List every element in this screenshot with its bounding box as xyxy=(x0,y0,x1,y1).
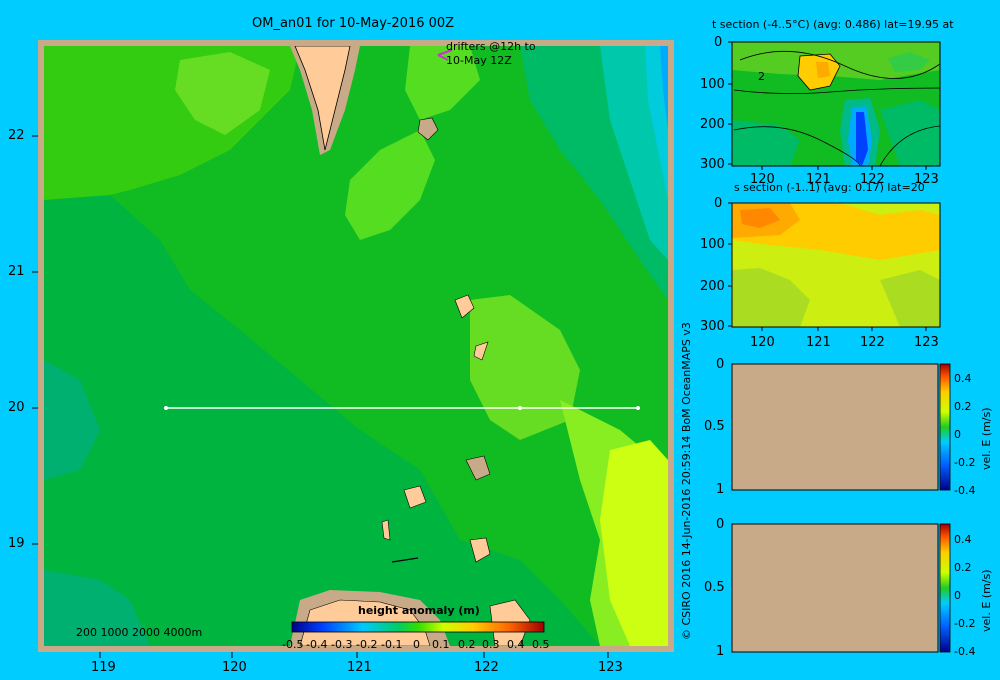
map-x-tick: 122 xyxy=(474,660,499,675)
vel2-y-tick: 0 xyxy=(716,517,725,532)
map-title: OM_an01 for 10-May-2016 00Z xyxy=(252,16,455,31)
map-x-tick: 119 xyxy=(91,660,116,675)
map-x-tick: 123 xyxy=(598,660,623,675)
cb-tick: -0.1 xyxy=(381,638,403,651)
s-y-tick: 300 xyxy=(700,319,725,334)
vel1-y-tick: 1 xyxy=(716,482,725,497)
credit-text: © CSIRO 2016 14-Jun-2016 20:59:14 BoM Oc… xyxy=(680,322,693,640)
t-y-tick: 300 xyxy=(700,157,725,172)
s-x-tick: 123 xyxy=(914,335,939,350)
s-y-tick: 0 xyxy=(714,196,723,211)
vel2-cb-tick: 0.2 xyxy=(954,561,972,574)
map-x-tick: 121 xyxy=(347,660,372,675)
t-x-tick: 120 xyxy=(750,172,775,187)
t-x-tick: 121 xyxy=(806,172,831,187)
t-y-tick: 200 xyxy=(700,117,725,132)
vel-colorbar-2 xyxy=(939,523,951,653)
s-x-tick: 121 xyxy=(806,335,831,350)
section-end-marker xyxy=(636,406,640,410)
map-axis-ticks xyxy=(32,135,609,658)
t-contour-label: 2 xyxy=(758,70,765,83)
cb-tick: 0.3 xyxy=(482,638,500,651)
t-y-tick: 0 xyxy=(714,35,723,50)
vel1-cb-tick: 0.4 xyxy=(954,372,972,385)
map-y-tick: 22 xyxy=(8,128,25,143)
t-x-tick: 122 xyxy=(860,172,885,187)
vel1-y-tick: 0.5 xyxy=(704,419,725,434)
colorbar-title: height anomaly (m) xyxy=(358,604,480,617)
vel1-cb-tick: -0.2 xyxy=(954,456,976,469)
vel1-y-tick: 0 xyxy=(716,357,725,372)
vel1-cb-tick: 0 xyxy=(954,428,961,441)
vel2-cb-tick: -0.2 xyxy=(954,617,976,630)
s-y-tick: 200 xyxy=(700,279,725,294)
map-y-tick: 20 xyxy=(8,400,25,415)
cb-tick: 0.2 xyxy=(458,638,476,651)
s-section-title: s section (-1..1) (avg: 0.17) lat=20 xyxy=(734,181,925,194)
cb-tick: 0 xyxy=(413,638,420,651)
cb-tick: 0.1 xyxy=(432,638,450,651)
t-y-tick: 100 xyxy=(700,77,725,92)
vel2-cb-label: vel. E (m/s) xyxy=(980,569,993,632)
s-x-tick: 122 xyxy=(860,335,885,350)
vel2-y-tick: 0.5 xyxy=(704,580,725,595)
drifters-note-1: drifters @12h to xyxy=(446,40,536,53)
vel-panel-2-plot xyxy=(731,523,939,653)
cb-tick: -0.2 xyxy=(356,638,378,651)
vel1-cb-tick: 0.2 xyxy=(954,400,972,413)
vel2-cb-tick: 0.4 xyxy=(954,533,972,546)
t-x-tick: 123 xyxy=(914,172,939,187)
height-colorbar xyxy=(291,621,545,633)
vel-panel-1-plot xyxy=(731,363,939,491)
vel-colorbar-1 xyxy=(939,363,951,491)
cb-tick: -0.5 xyxy=(282,638,304,651)
vel1-cb-tick: -0.4 xyxy=(954,484,976,497)
t-section-title: t section (-4..5°C) (avg: 0.486) lat=19.… xyxy=(712,18,954,31)
vel2-cb-tick: 0 xyxy=(954,589,961,602)
section-start-marker xyxy=(164,406,168,410)
s-y-tick: 100 xyxy=(700,237,725,252)
map-y-tick: 19 xyxy=(8,536,25,551)
depth-legend: 200 1000 2000 4000m xyxy=(76,626,203,639)
s-x-tick: 120 xyxy=(750,335,775,350)
map-y-tick: 21 xyxy=(8,264,25,279)
section-mid-marker xyxy=(518,406,522,410)
map-x-tick: 120 xyxy=(222,660,247,675)
cb-tick: 0.4 xyxy=(507,638,525,651)
cb-tick: -0.3 xyxy=(331,638,353,651)
height-anomaly-field xyxy=(44,46,668,646)
cb-tick: 0.5 xyxy=(532,638,550,651)
vel2-y-tick: 1 xyxy=(716,644,725,659)
vel2-cb-tick: -0.4 xyxy=(954,645,976,658)
drifters-note-2: 10-May 12Z xyxy=(446,54,512,67)
cb-tick: -0.4 xyxy=(306,638,328,651)
vel1-cb-label: vel. E (m/s) xyxy=(980,407,993,470)
